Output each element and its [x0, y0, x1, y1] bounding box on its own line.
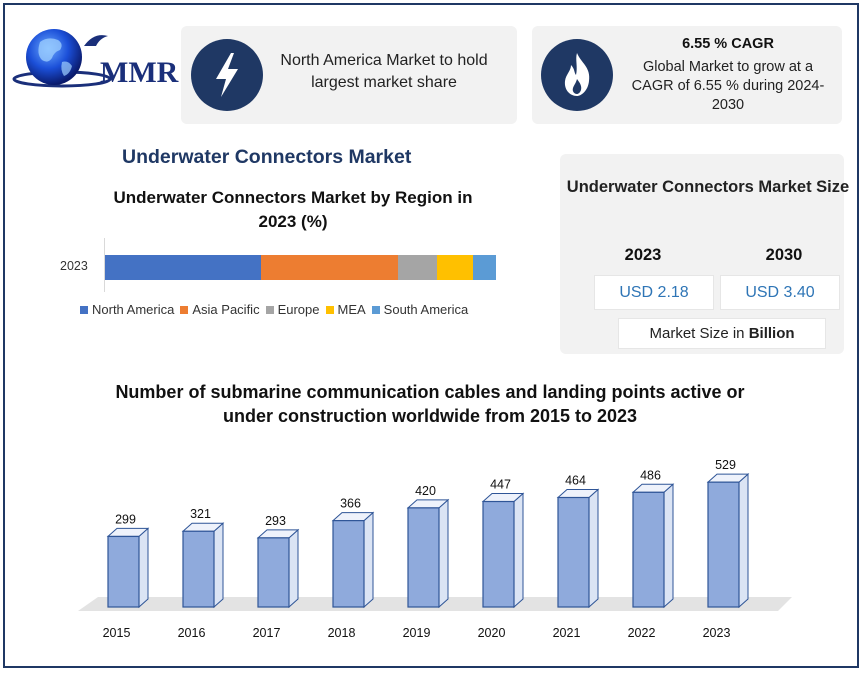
legend-item: South America: [371, 302, 469, 317]
legend-item: Asia Pacific: [180, 302, 260, 317]
bar-value-label: 420: [415, 484, 436, 498]
bar-2018: [332, 520, 365, 608]
brand-name: MMR: [100, 56, 179, 89]
legend-swatch: [180, 305, 189, 314]
bar-value-label: 293: [265, 514, 286, 528]
legend-label: Asia Pacific: [192, 302, 260, 317]
region-chart-legend: North America Asia Pacific Europe MEA South …: [80, 302, 474, 317]
region-chart-title: Underwater Connectors Market by Region i…: [113, 188, 473, 231]
legend-label: South America: [383, 302, 469, 317]
page-frame: [3, 3, 859, 668]
market-size-note-unit: Billion: [748, 325, 795, 342]
bar-value-label: 486: [640, 468, 661, 482]
bar-side: [288, 528, 299, 609]
bar-2023: [707, 481, 740, 608]
market-size-value-2030: USD 3.40: [720, 275, 840, 310]
globe-icon: [12, 29, 112, 88]
x-tick-label: 2022: [628, 626, 656, 640]
region-segment-europe: [398, 255, 438, 280]
market-share-text: North America Market to hold largest mar…: [280, 52, 488, 91]
region-segment-asia-pacific: [261, 255, 399, 280]
bar-value-label: 464: [565, 473, 586, 487]
market-size-year-2030: 2030: [765, 246, 803, 264]
market-size-year-2023: 2023: [624, 246, 662, 264]
legend-item: MEA: [325, 302, 366, 317]
legend-label: MEA: [337, 302, 366, 317]
legend-label: North America: [92, 302, 175, 317]
legend-swatch: [265, 305, 274, 314]
market-size-title: Underwater Connectors Market Size: [566, 178, 850, 196]
bar-side: [363, 511, 374, 609]
market-size-note-prefix: Market Size in: [649, 325, 749, 342]
bar-2020: [482, 500, 515, 608]
x-tick-label: 2015: [103, 626, 131, 640]
bar-side: [663, 483, 674, 609]
x-tick-label: 2016: [178, 626, 206, 640]
lightning-icon: [191, 39, 263, 111]
cagr-text: Global Market to grow at a CAGR of 6.55 …: [631, 59, 825, 113]
bar-2015: [107, 535, 140, 608]
cables-chart-title: Number of submarine communication cables…: [115, 382, 745, 426]
bar-2021: [557, 496, 590, 608]
legend-item: North America: [80, 302, 174, 317]
flame-icon: [541, 39, 613, 111]
bar-side: [138, 527, 149, 609]
bar-side: [438, 498, 449, 609]
bar-side: [213, 522, 224, 609]
legend-swatch: [371, 305, 380, 314]
x-tick-label: 2017: [253, 626, 281, 640]
cagr-card: 6.55 % CAGR Global Market to grow at a C…: [532, 26, 842, 124]
region-segment-north-america: [105, 255, 262, 280]
page-title: Underwater Connectors Market: [122, 146, 412, 168]
region-segment-south-america: [472, 255, 496, 280]
x-tick-label: 2020: [478, 626, 506, 640]
x-tick-label: 2018: [328, 626, 356, 640]
bar-value-label: 447: [490, 478, 511, 492]
mmr-logo: MMR: [12, 24, 178, 90]
region-segment-mea: [437, 255, 473, 280]
x-tick-label: 2019: [403, 626, 431, 640]
legend-swatch: [80, 305, 88, 314]
legend-swatch: [325, 305, 334, 314]
market-share-card: North America Market to hold largest mar…: [181, 26, 517, 124]
x-tick-label: 2023: [703, 626, 731, 640]
legend-item: Europe: [265, 302, 320, 317]
bar-side: [513, 492, 524, 609]
bar-value-label: 321: [190, 507, 211, 521]
bar-value-label: 529: [715, 458, 736, 472]
region-stacked-bar: [105, 255, 496, 280]
cagr-heading: 6.55 % CAGR: [682, 36, 774, 52]
bar-side: [588, 488, 599, 609]
bar-value-label: 366: [340, 497, 361, 511]
bar-value-label: 299: [115, 512, 136, 526]
bar-side: [738, 473, 749, 609]
bar-2016: [182, 530, 215, 608]
region-chart-category: 2023: [60, 259, 88, 273]
region-chart-axis: [104, 238, 105, 292]
x-tick-label: 2021: [553, 626, 581, 640]
legend-label: Europe: [277, 302, 320, 317]
market-size-card: Underwater Connectors Market Size 2023 2…: [560, 154, 849, 354]
bar-2017: [257, 537, 290, 608]
market-size-value-2023: USD 2.18: [594, 275, 714, 310]
market-size-unit-note: Market Size in Billion: [618, 318, 826, 349]
bar-2019: [407, 507, 440, 608]
bar-2022: [632, 491, 665, 608]
